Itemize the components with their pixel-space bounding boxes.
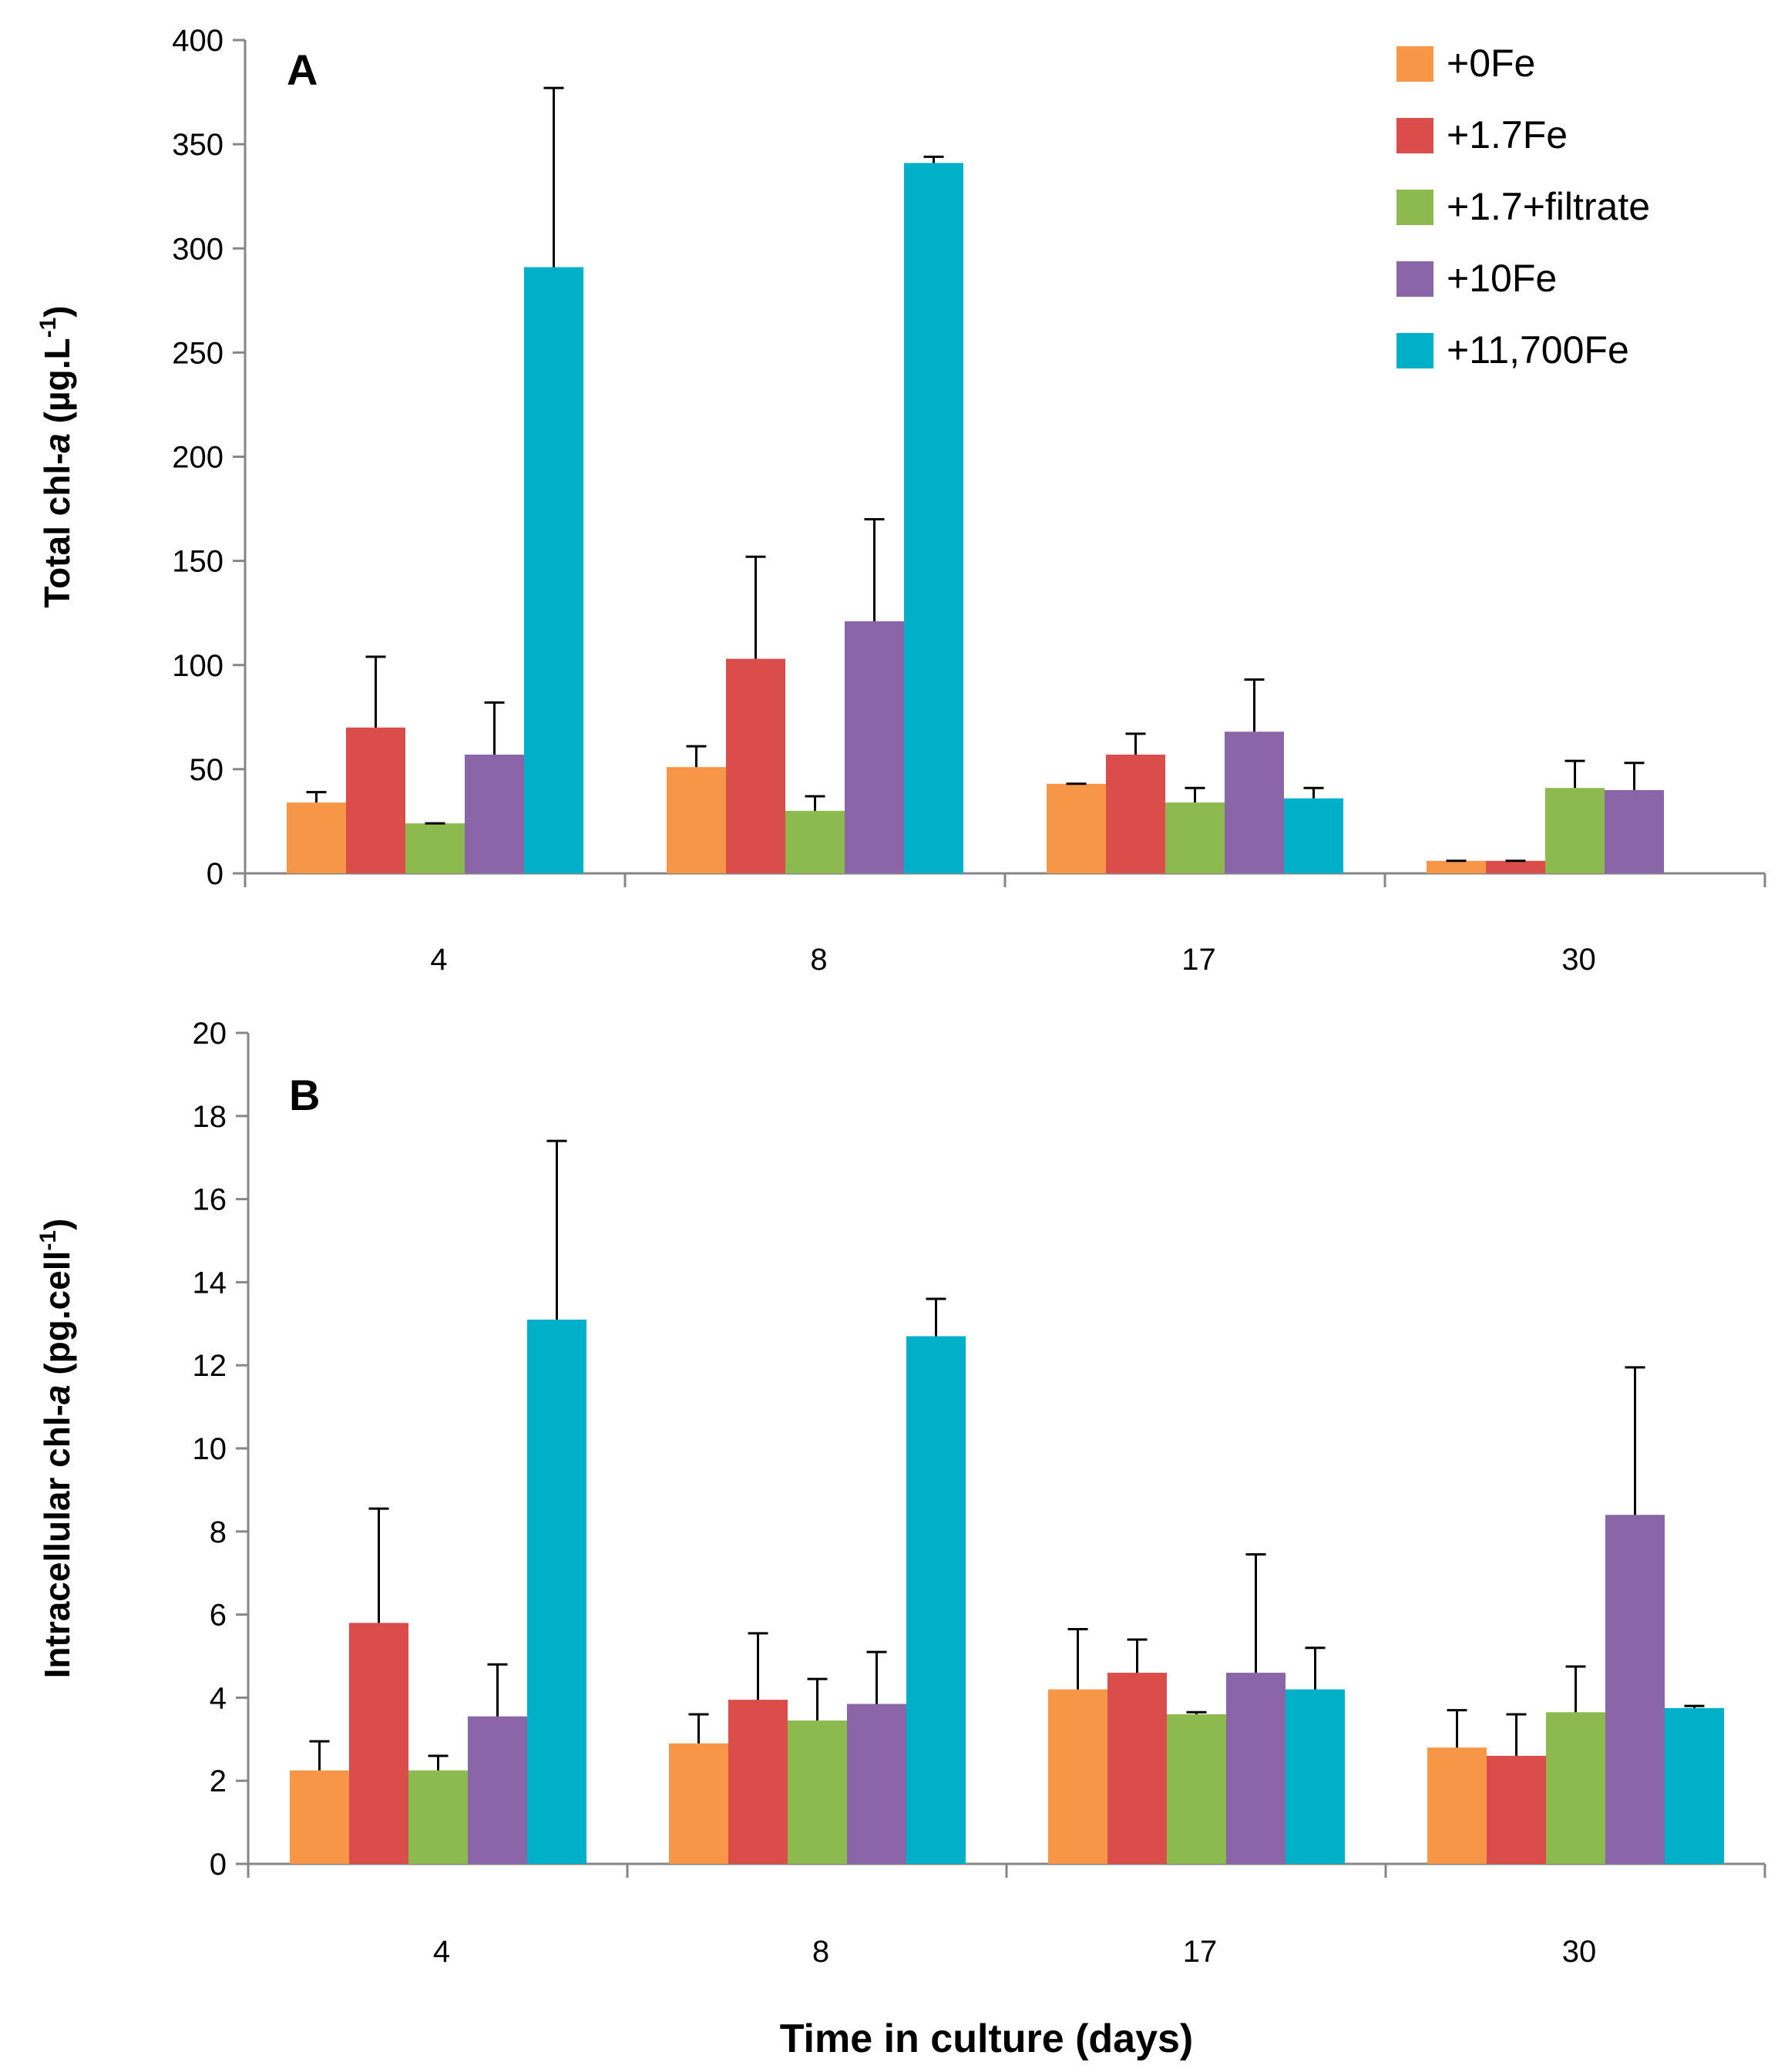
bar [287, 802, 346, 873]
y-tick-label: 300 [172, 232, 224, 266]
bar [1605, 1515, 1665, 1864]
y-tick-label: 50 [190, 753, 224, 787]
y-tick-label: 200 [172, 441, 224, 475]
bar [1545, 788, 1605, 873]
y-tick-label: 350 [172, 128, 224, 162]
legend-label: +1.7Fe [1447, 113, 1568, 156]
panel-b-chart: 0 2 4 6 8 10 12 14 16 18 20 4 8 17 30 B Intracellular ch… [35, 1017, 1766, 1969]
bar [1225, 732, 1284, 873]
bar [405, 823, 465, 873]
legend-swatch [1396, 190, 1433, 225]
x-tick-label: 8 [810, 943, 827, 977]
y-tick-label: 12 [193, 1349, 227, 1383]
x-tick-label: 4 [433, 1935, 450, 1969]
bar [465, 754, 524, 873]
x-tick-label: 17 [1183, 1935, 1218, 1969]
y-tick-label: 6 [210, 1599, 227, 1633]
bar [408, 1770, 468, 1864]
y-tick-label: 10 [193, 1432, 227, 1466]
bar [1226, 1673, 1286, 1864]
bar [904, 163, 963, 873]
bar [1605, 789, 1664, 873]
bar [1486, 860, 1545, 873]
bar [1167, 1714, 1226, 1864]
bar [726, 658, 785, 873]
x-tick-label: 17 [1181, 943, 1216, 977]
y-tick-label: 0 [207, 857, 224, 891]
legend: +0Fe +1.7Fe +1.7+filtrate +10Fe +11,700Fe [1396, 42, 1650, 372]
bar [1284, 798, 1343, 873]
x-tick-label: 30 [1562, 1935, 1597, 1969]
y-tick-label: 4 [210, 1681, 227, 1715]
x-tick-label: 30 [1561, 943, 1596, 977]
bar [1427, 860, 1486, 873]
bar [845, 621, 904, 873]
panel-a-chart: 0 50 100 150 200 250 300 350 400 4 8 17 30 A Total chl… [35, 24, 1766, 977]
y-tick-label: 2 [210, 1764, 227, 1798]
bar [1286, 1689, 1345, 1864]
bar [785, 810, 845, 873]
bar [1665, 1707, 1724, 1864]
bar [788, 1720, 847, 1864]
y-axis-title: Total chl-a (µg.L-1) [35, 305, 77, 607]
panel-letter: B [289, 1071, 320, 1119]
x-tick-label: 8 [812, 1935, 829, 1969]
bar [1107, 1673, 1167, 1864]
bar [1487, 1755, 1546, 1864]
legend-swatch [1396, 333, 1433, 368]
bar [1427, 1747, 1487, 1864]
legend-label: +10Fe [1447, 257, 1557, 300]
legend-label: +1.7+filtrate [1447, 185, 1650, 228]
legend-swatch [1396, 261, 1433, 297]
bar [524, 267, 583, 873]
y-tick-label: 18 [193, 1100, 227, 1134]
bar [1106, 754, 1165, 873]
bar [667, 767, 726, 873]
bar [468, 1716, 527, 1864]
x-tick-label: 4 [430, 943, 447, 977]
y-tick-label: 16 [193, 1183, 227, 1217]
bar [847, 1704, 906, 1864]
bar [346, 727, 405, 873]
y-tick-label: 250 [172, 336, 224, 370]
legend-label: +0Fe [1447, 42, 1535, 85]
legend-swatch [1396, 118, 1433, 153]
bar [527, 1319, 586, 1864]
bar [1546, 1712, 1605, 1864]
bar [1165, 802, 1225, 873]
bar [906, 1336, 966, 1864]
y-tick-label: 14 [193, 1266, 227, 1300]
y-axis-title: Intracellular chl-a (pg.cell-1) [35, 1219, 77, 1679]
y-tick-label: 100 [172, 649, 224, 683]
panel-letter: A [287, 45, 318, 94]
y-tick-label: 20 [193, 1017, 227, 1051]
y-tick-label: 150 [172, 545, 224, 579]
legend-swatch [1396, 46, 1433, 82]
y-tick-label: 0 [210, 1848, 227, 1882]
bar [290, 1770, 349, 1864]
bar [728, 1700, 788, 1864]
x-axis-title: Time in culture (days) [780, 2016, 1194, 2061]
legend-label: +11,700Fe [1447, 328, 1629, 372]
bar [349, 1623, 408, 1864]
y-tick-label: 8 [210, 1515, 227, 1549]
bar [1048, 1689, 1107, 1864]
bar [669, 1743, 728, 1864]
y-tick-label: 400 [172, 24, 224, 58]
bar [1047, 783, 1106, 873]
